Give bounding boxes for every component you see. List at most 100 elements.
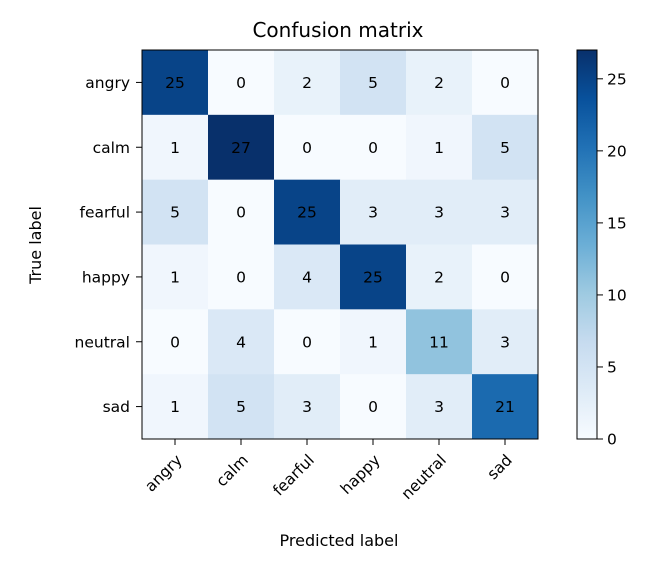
x-tick-label: sad [484,451,516,483]
cell-value-label: 3 [434,398,444,416]
cell-value-label: 3 [500,204,510,222]
colorbar-tick-label: 5 [607,358,617,376]
cell-value-label: 3 [434,204,444,222]
cell-value-label: 0 [500,74,510,92]
heatmap-cell [142,50,209,116]
cell-value-label: 3 [302,398,312,416]
cell-value-label: 0 [302,139,312,157]
heatmap-cell [208,114,275,181]
cell-value-label: 0 [236,74,246,92]
cell-value-label: 21 [495,398,515,416]
cell-value-label: 3 [500,333,510,351]
heatmap-cell [208,244,275,310]
cell-value-label: 0 [170,333,180,351]
heatmap-cell [208,374,275,440]
heatmap-cell [472,374,539,440]
heatmap-cell [208,179,275,245]
y-tick-label: fearful [80,204,130,222]
heatmap-cell [340,114,407,181]
cell-value-label: 0 [236,204,246,222]
y-axis-ticks: angry calm fearful happy neutral sad [75,74,142,416]
heatmap-cell [142,244,209,310]
heatmap-cell [142,374,209,440]
heatmap-cell [274,179,341,245]
cell-value-label: 2 [434,74,444,92]
cell-value-label: 3 [368,204,378,222]
cell-value-label: 5 [236,398,246,416]
cell-value-label: 5 [170,204,180,222]
heatmap-cell [274,114,341,181]
heatmap-cell [208,50,275,116]
cell-value-label: 4 [236,333,246,351]
cell-value-label: 27 [231,139,251,157]
x-tick-label: happy [337,451,384,498]
heatmap-cell [406,309,473,375]
heatmap-cell [472,50,539,116]
heatmap-cell [406,244,473,310]
cell-value-label: 1 [170,398,180,416]
heatmap-cell [406,374,473,440]
cell-value-label: 0 [236,268,246,286]
heatmap-cell [142,309,209,375]
heatmap-cell [406,179,473,245]
heatmap-cell [142,179,209,245]
y-tick-label: happy [82,268,130,286]
colorbar-tick-label: 15 [607,214,627,232]
heatmap-cell [142,114,209,181]
cell-value-label: 4 [302,268,312,286]
heatmap-cell [340,244,407,310]
colorbar-tick-label: 10 [607,286,627,304]
heatmap-cell [472,309,539,375]
heatmap-cell [472,114,539,181]
cell-value-label: 1 [368,333,378,351]
colorbar-tick-label: 20 [607,142,627,160]
heatmap-cell [406,50,473,116]
heatmap-cell [274,374,341,440]
heatmap-cell [340,179,407,245]
cell-value-label: 11 [429,333,449,351]
colorbar-ticks: 0 5 10 15 20 25 [597,70,627,449]
chart-title: Confusion matrix [252,18,423,42]
heatmap-cell [274,50,341,116]
cell-value-label: 1 [170,139,180,157]
cell-value-label: 0 [368,139,378,157]
heatmap-cell [208,309,275,375]
colorbar-tick-label: 0 [607,431,617,449]
heatmap-cell [406,114,473,181]
heatmap-cell [472,179,539,245]
y-tick-label: angry [85,74,130,92]
y-axis-label: True label [26,206,45,285]
cell-value-label: 25 [297,204,317,222]
cell-value-label: 5 [500,139,510,157]
cell-value-label: 5 [368,74,378,92]
heatmap-cell [340,309,407,375]
x-axis-ticks: angry calm fearful happy neutral sad [141,439,516,503]
cell-value-label: 0 [368,398,378,416]
heatmap-cell [340,50,407,116]
cell-value-label: 25 [363,268,383,286]
heatmap-cell [472,244,539,310]
cell-value-label: 1 [170,268,180,286]
cell-value-label: 0 [302,333,312,351]
cell-value-label: 2 [434,268,444,286]
matrix-cells: 25 0 2 5 2 01 27 0 0 1 55 0 25 3 3 31 0 4 25 2 00 4 0 1 11 31 5 3 0 3… [142,50,539,440]
x-tick-label: calm [213,451,252,490]
cell-value-label: 25 [165,74,185,92]
x-axis-label: Predicted label [280,531,399,550]
cell-value-label: 1 [434,139,444,157]
x-tick-label: fearful [269,451,317,499]
heatmap-cell [274,309,341,375]
y-tick-label: neutral [75,333,130,351]
cell-value-label: 0 [500,268,510,286]
heatmap-cell [274,244,341,310]
colorbar [576,49,598,440]
colorbar-tick-label: 25 [607,70,627,88]
heatmap-cell [340,374,407,440]
y-tick-label: sad [103,398,130,416]
cell-value-label: 2 [302,74,312,92]
y-tick-label: calm [93,139,130,157]
x-tick-label: angry [141,451,185,495]
x-tick-label: neutral [398,451,450,503]
